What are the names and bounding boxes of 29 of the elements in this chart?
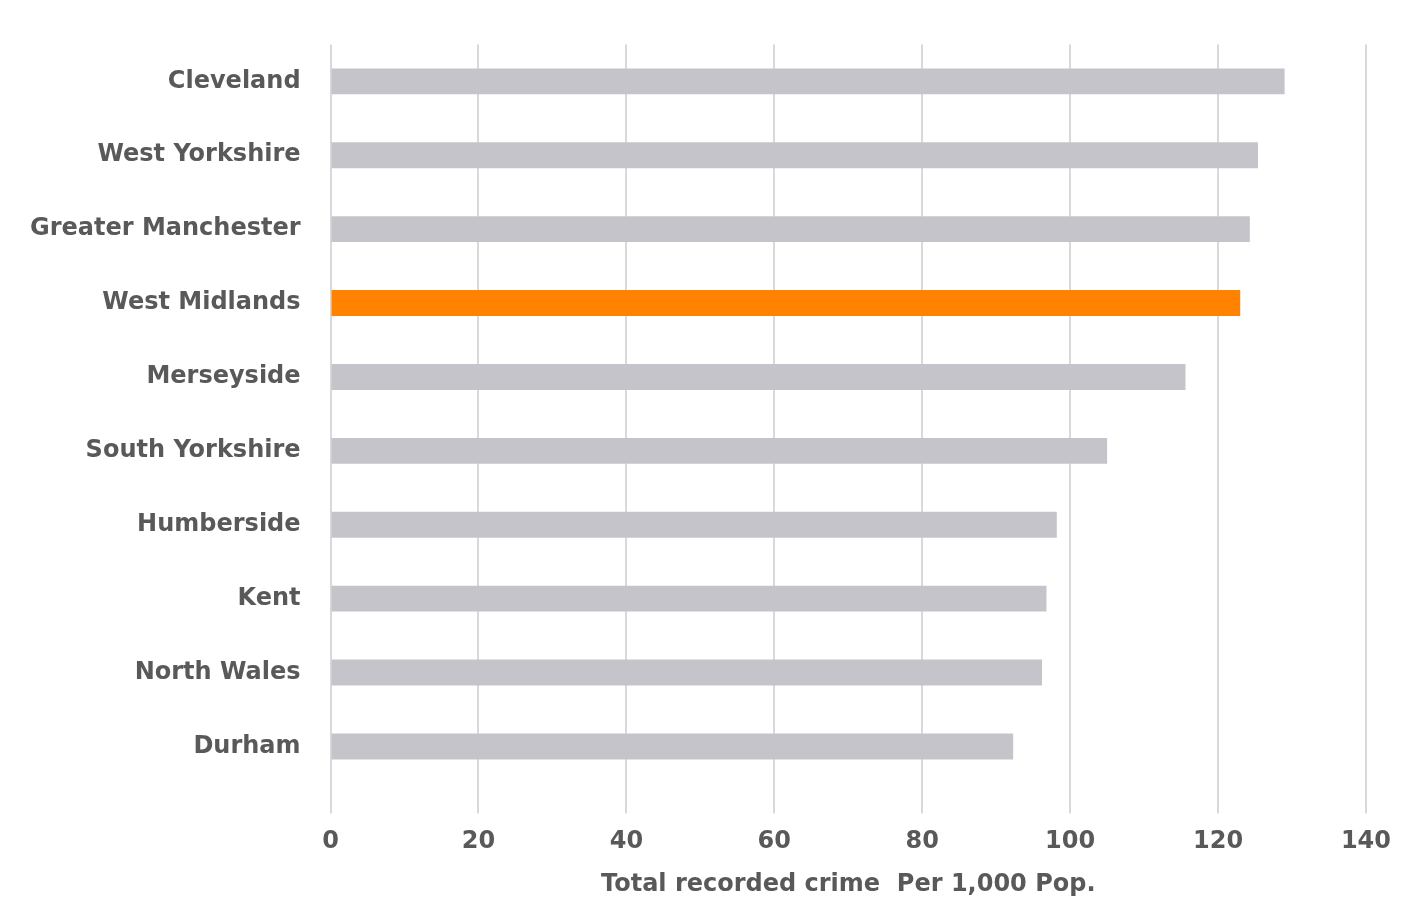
x-tick-label: 40 [609, 826, 644, 855]
bar [331, 142, 1258, 169]
x-tick-label: 100 [1045, 826, 1096, 855]
y-tick-label: West Yorkshire [97, 139, 301, 168]
x-tick-label: 140 [1340, 826, 1392, 855]
bar [331, 437, 1108, 464]
y-tick-label: Kent [237, 582, 301, 611]
x-tick-label: 20 [461, 826, 496, 855]
x-tick-label: 80 [905, 826, 939, 855]
bar [331, 68, 1285, 95]
bar [331, 216, 1250, 243]
y-tick-label: Greater Manchester [30, 213, 301, 242]
bar [331, 511, 1057, 538]
x-tick-label: 0 [322, 826, 339, 855]
bar [331, 290, 1241, 316]
y-tick-label: West Midlands [102, 287, 301, 316]
y-tick-label: Cleveland [167, 65, 301, 94]
y-tick-label: South Yorkshire [85, 435, 301, 464]
x-axis-title: Total recorded crime Per 1,000 Pop. [600, 868, 1096, 897]
x-tick-label: 60 [757, 826, 792, 855]
bar [331, 364, 1186, 390]
y-tick-label: Merseyside [146, 361, 301, 390]
bar [331, 659, 1043, 686]
bar [331, 585, 1047, 612]
x-tick-label: 120 [1192, 826, 1244, 855]
y-tick-label: Humberside [137, 508, 301, 537]
y-tick-label: Durham [193, 730, 301, 759]
y-tick-label: North Wales [134, 656, 301, 685]
bar [331, 733, 1014, 760]
